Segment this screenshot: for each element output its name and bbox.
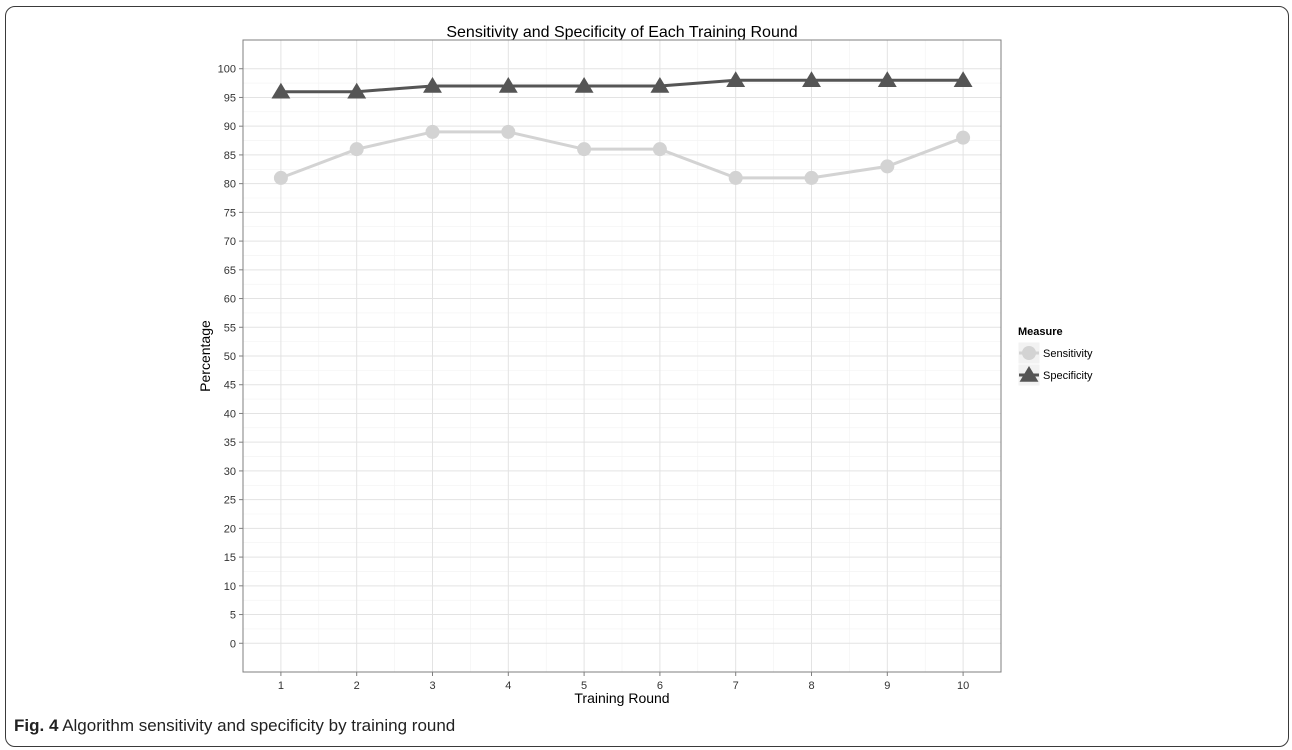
data-point-sensitivity	[804, 170, 819, 185]
data-point-sensitivity	[425, 124, 440, 139]
data-point-specificity	[650, 76, 670, 93]
y-tick-label: 85	[224, 150, 236, 162]
y-tick-label: 75	[224, 207, 236, 219]
data-point-sensitivity	[501, 124, 516, 139]
y-tick-label: 70	[224, 236, 236, 248]
y-tick-label: 20	[224, 523, 236, 535]
y-tick-label: 55	[224, 322, 236, 334]
y-tick-label: 10	[224, 581, 236, 593]
legend: Measure Sensitivity Specificity	[1017, 326, 1093, 387]
series-specificity	[271, 71, 973, 99]
legend-label-specificity: Specificity	[1043, 370, 1093, 382]
data-point-sensitivity	[728, 170, 743, 185]
x-tick-label: 3	[429, 680, 435, 692]
data-point-specificity	[877, 71, 897, 87]
x-tick-label: 1	[278, 680, 284, 692]
y-tick-label: 50	[224, 351, 236, 363]
data-point-specificity	[726, 71, 746, 87]
figure-frame	[5, 6, 1289, 747]
figure-label: Fig. 4	[14, 716, 59, 735]
y-axis-title: Percentage	[197, 320, 213, 392]
legend-marker-sensitivity	[1022, 346, 1036, 360]
y-tick-label: 5	[230, 610, 236, 622]
legend-title: Measure	[1018, 326, 1063, 338]
y-tick-label: 40	[224, 408, 236, 420]
y-tick-label: 0	[230, 638, 236, 650]
data-point-sensitivity	[273, 170, 288, 185]
x-tick-label: 8	[808, 680, 814, 692]
data-point-specificity	[347, 82, 367, 99]
data-point-specificity	[498, 76, 518, 93]
data-point-specificity	[423, 76, 442, 93]
data-point-specificity	[802, 71, 821, 87]
series-line-sensitivity	[280, 130, 964, 180]
x-tick-label: 9	[884, 680, 890, 692]
data-point-specificity	[271, 82, 291, 99]
y-tick-label: 25	[224, 495, 236, 507]
data-point-sensitivity	[956, 130, 971, 145]
x-tick-label: 6	[657, 680, 663, 692]
series-line-specificity	[280, 78, 964, 94]
x-tick-label: 7	[733, 680, 739, 692]
data-point-sensitivity	[880, 159, 895, 174]
y-tick-label: 65	[224, 265, 236, 277]
data-point-specificity	[574, 76, 594, 93]
y-tick-label: 35	[224, 437, 236, 449]
x-tick-label: 10	[957, 680, 969, 692]
y-tick-label: 100	[218, 64, 236, 76]
x-tick-label: 4	[505, 680, 511, 692]
chart: Sensitivity and Specificity of Each Trai…	[197, 24, 1093, 706]
data-point-sensitivity	[349, 142, 364, 157]
figure-caption: Fig. 4 Algorithm sensitivity and specifi…	[14, 716, 455, 736]
figure-caption-text: Algorithm sensitivity and specificity by…	[58, 716, 456, 735]
y-tick-label: 95	[224, 92, 236, 104]
data-point-sensitivity	[652, 142, 667, 157]
y-tick-label: 90	[224, 121, 236, 133]
x-tick-label: 5	[581, 680, 587, 692]
legend-marker-specificity	[1019, 366, 1039, 382]
data-point-specificity	[953, 71, 973, 87]
y-tick-label: 15	[224, 552, 236, 564]
x-tick-label: 2	[354, 680, 360, 692]
y-tick-label: 30	[224, 466, 236, 478]
data-point-sensitivity	[577, 142, 592, 157]
y-tick-label: 80	[224, 179, 236, 191]
chart-title: Sensitivity and Specificity of Each Trai…	[446, 24, 797, 41]
x-axis-title: Training Round	[574, 690, 669, 706]
y-tick-label: 60	[224, 294, 236, 306]
legend-label-sensitivity: Sensitivity	[1043, 348, 1093, 360]
series-sensitivity	[273, 124, 971, 185]
y-tick-label: 45	[224, 380, 236, 392]
